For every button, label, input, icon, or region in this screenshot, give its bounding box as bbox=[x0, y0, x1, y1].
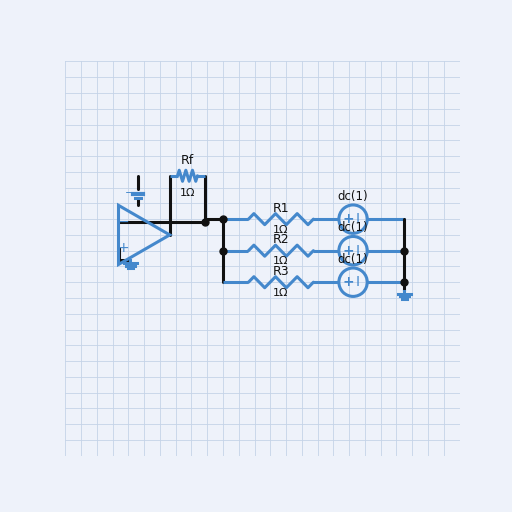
Text: R1: R1 bbox=[272, 202, 289, 215]
Text: 1Ω: 1Ω bbox=[273, 288, 289, 298]
Text: dc(1): dc(1) bbox=[338, 221, 369, 234]
Text: dc(1): dc(1) bbox=[338, 190, 369, 203]
Text: −: − bbox=[117, 215, 129, 228]
Text: −: − bbox=[125, 188, 134, 198]
Text: R2: R2 bbox=[272, 233, 289, 246]
Text: dc(1): dc(1) bbox=[338, 253, 369, 266]
Text: +: + bbox=[342, 212, 354, 226]
Text: +: + bbox=[117, 241, 129, 255]
Text: R3: R3 bbox=[272, 265, 289, 278]
Text: 1Ω: 1Ω bbox=[273, 225, 289, 235]
Text: I: I bbox=[356, 275, 360, 289]
Text: 1Ω: 1Ω bbox=[180, 187, 195, 198]
Text: I: I bbox=[356, 212, 360, 226]
Text: 1Ω: 1Ω bbox=[273, 257, 289, 266]
Text: I: I bbox=[356, 244, 360, 258]
Text: +: + bbox=[342, 275, 354, 289]
Text: +: + bbox=[342, 244, 354, 258]
Text: Rf: Rf bbox=[181, 154, 194, 167]
